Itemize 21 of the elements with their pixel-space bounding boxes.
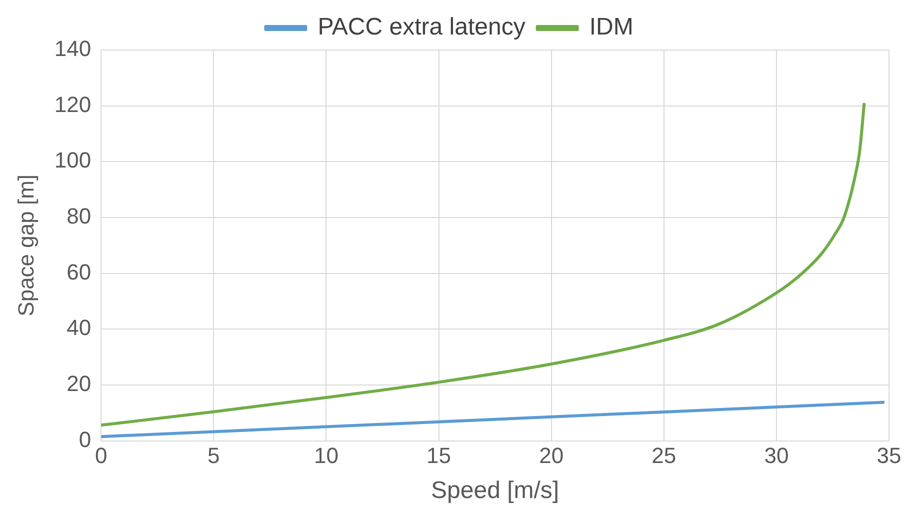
x-tick-label: 5 (208, 443, 220, 468)
y-tick-label: 80 (66, 204, 92, 229)
line-series (101, 102, 866, 427)
y-tick-label: 120 (54, 92, 92, 117)
x-tick-label: 15 (426, 443, 452, 468)
x-tick-label: 25 (652, 443, 676, 468)
x-tick-label: 10 (314, 443, 338, 468)
y-tick-label: 0 (78, 426, 92, 452)
y-tick-label: 60 (66, 259, 92, 284)
x-tick-label: 35 (876, 443, 902, 468)
y-tick-label: 100 (54, 148, 92, 173)
x-tick-label: 0 (94, 443, 108, 468)
legend-label: PACC extra latency (318, 14, 526, 41)
y-tick-label: 40 (66, 315, 92, 340)
x-tick-label: 30 (764, 443, 789, 468)
legend-label: IDM (589, 14, 634, 41)
x-tick-label: 20 (539, 443, 564, 468)
x-axis-title: Speed [m/s] (431, 477, 560, 504)
y-tick-label: 140 (54, 36, 92, 62)
y-axis-title: Space gap [m] (13, 174, 38, 316)
y-tick-label: 20 (66, 371, 92, 396)
